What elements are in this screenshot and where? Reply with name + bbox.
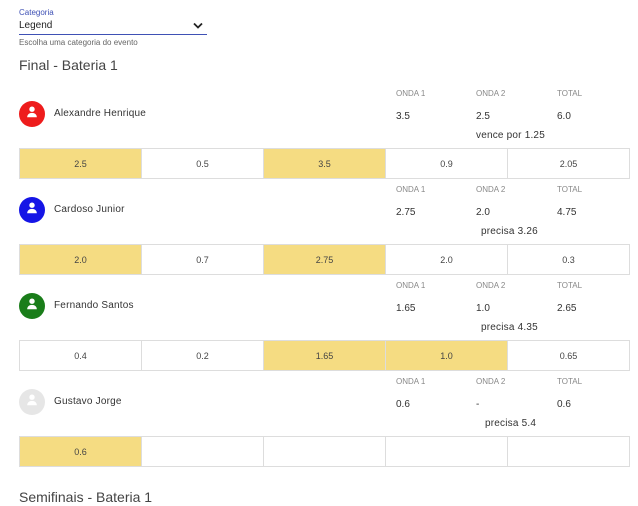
- avatar: [19, 389, 45, 415]
- category-helper-text: Escolha uma categoria do evento: [19, 38, 138, 47]
- wave-score-cell[interactable]: 2.0: [19, 244, 142, 275]
- category-select[interactable]: Legend: [19, 18, 207, 35]
- athlete-row: Gustavo Jorge ONDA 1 ONDA 2 TOTAL 0.6 - 0.6 pre…: [0, 377, 638, 485]
- wave2-score: 2.5: [476, 111, 490, 122]
- total-header: TOTAL: [557, 185, 583, 194]
- avatar: [19, 101, 45, 127]
- wave-score-cell[interactable]: [263, 436, 386, 467]
- wave-score-cell[interactable]: 2.0: [385, 244, 508, 275]
- total-header: TOTAL: [557, 89, 583, 98]
- athlete-name: Fernando Santos: [54, 300, 134, 311]
- wave-score-cell[interactable]: [141, 436, 264, 467]
- person-icon: [25, 297, 39, 316]
- wave-score-cell[interactable]: 2.75: [263, 244, 386, 275]
- wave1-score: 0.6: [396, 399, 410, 410]
- wave1-header: ONDA 1: [396, 377, 426, 386]
- wave1-score: 1.65: [396, 303, 416, 314]
- athlete-row: Alexandre Henrique ONDA 1 ONDA 2 TOTAL 3.5 2.…: [0, 89, 638, 197]
- wave-score-cell[interactable]: [507, 436, 630, 467]
- wave-score-cell[interactable]: 3.5: [263, 148, 386, 179]
- wave-scores-row: 0.4 0.2 1.65 1.0 0.65: [19, 340, 630, 371]
- wave-score-cell[interactable]: 2.5: [19, 148, 142, 179]
- wave1-header: ONDA 1: [396, 281, 426, 290]
- athlete-row: Fernando Santos ONDA 1 ONDA 2 TOTAL 1.65 1.0 2…: [0, 281, 638, 389]
- wave2-header: ONDA 2: [476, 377, 506, 386]
- heat-title: Final - Bateria 1: [19, 57, 118, 73]
- total-header: TOTAL: [557, 281, 583, 290]
- wave2-header: ONDA 2: [476, 281, 506, 290]
- avatar: [19, 197, 45, 223]
- wave2-header: ONDA 2: [476, 185, 506, 194]
- wave-score-cell[interactable]: 0.7: [141, 244, 264, 275]
- wave-score-cell[interactable]: 0.6: [19, 436, 142, 467]
- wave-scores-row: 0.6: [19, 436, 630, 467]
- person-icon: [25, 393, 39, 412]
- total-score: 2.65: [557, 303, 577, 314]
- total-header: TOTAL: [557, 377, 583, 386]
- wave1-score: 3.5: [396, 111, 410, 122]
- chevron-down-icon[interactable]: [193, 22, 203, 30]
- wave2-score: -: [476, 399, 480, 410]
- person-icon: [25, 201, 39, 220]
- wave-scores-row: 2.5 0.5 3.5 0.9 2.05: [19, 148, 630, 179]
- status-text: precisa 5.4: [485, 418, 537, 429]
- category-value: Legend: [19, 20, 53, 31]
- status-text: precisa 3.26: [481, 226, 538, 237]
- wave-score-cell[interactable]: 0.5: [141, 148, 264, 179]
- wave-scores-row: 2.0 0.7 2.75 2.0 0.3: [19, 244, 630, 275]
- wave1-header: ONDA 1: [396, 185, 426, 194]
- wave-score-cell[interactable]: 1.0: [385, 340, 508, 371]
- wave-score-cell[interactable]: 0.3: [507, 244, 630, 275]
- total-score: 0.6: [557, 399, 571, 410]
- athlete-row: Cardoso Junior ONDA 1 ONDA 2 TOTAL 2.75 2.0 4.…: [0, 185, 638, 293]
- wave-score-cell[interactable]: 2.05: [507, 148, 630, 179]
- wave-score-cell[interactable]: 0.2: [141, 340, 264, 371]
- wave-score-cell[interactable]: 0.9: [385, 148, 508, 179]
- wave-score-cell[interactable]: 0.4: [19, 340, 142, 371]
- athlete-name: Cardoso Junior: [54, 204, 125, 215]
- category-select-field[interactable]: Categoria Legend Escolha uma categoria d…: [19, 8, 207, 48]
- category-label: Categoria: [19, 8, 54, 17]
- wave-score-cell[interactable]: 0.65: [507, 340, 630, 371]
- status-text: precisa 4.35: [481, 322, 538, 333]
- total-score: 6.0: [557, 111, 571, 122]
- total-score: 4.75: [557, 207, 577, 218]
- person-icon: [25, 105, 39, 124]
- wave1-score: 2.75: [396, 207, 416, 218]
- avatar: [19, 293, 45, 319]
- athlete-name: Gustavo Jorge: [54, 396, 122, 407]
- wave1-header: ONDA 1: [396, 89, 426, 98]
- wave2-header: ONDA 2: [476, 89, 506, 98]
- heat-title: Semifinais - Bateria 1: [19, 489, 153, 505]
- status-text: vence por 1.25: [476, 130, 545, 141]
- wave2-score: 1.0: [476, 303, 490, 314]
- wave-score-cell[interactable]: 1.65: [263, 340, 386, 371]
- athlete-name: Alexandre Henrique: [54, 108, 146, 119]
- wave-score-cell[interactable]: [385, 436, 508, 467]
- wave2-score: 2.0: [476, 207, 490, 218]
